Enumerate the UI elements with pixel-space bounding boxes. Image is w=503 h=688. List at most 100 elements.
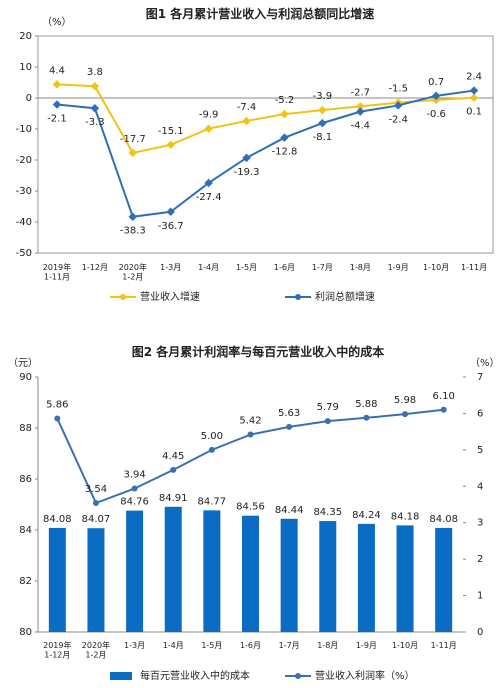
text-line: 1-11月	[44, 272, 70, 281]
text-line: 84.08	[43, 514, 72, 525]
line-marker	[469, 86, 479, 95]
text-line: 86	[19, 474, 32, 485]
line	[56, 89, 475, 218]
bar-value-label: 84.56	[236, 502, 265, 513]
line-marker	[208, 446, 215, 453]
text-line: 84.35	[313, 507, 342, 518]
text-line: -9.9	[199, 110, 219, 121]
value-label: 5.88	[355, 399, 377, 410]
text-line: 3.54	[85, 484, 107, 495]
value-label: -15.1	[158, 126, 184, 137]
text-line: 0.7	[428, 77, 444, 88]
bar-value-label: 84.07	[82, 514, 111, 525]
text-line: 88	[19, 423, 32, 434]
line-marker	[128, 148, 138, 158]
y-tick-label: 88	[19, 423, 32, 434]
x-tick-label: 1-5月	[201, 641, 222, 650]
value-label: -5.2	[275, 95, 295, 106]
y2-tick-label: 6	[477, 408, 483, 419]
text-line: 90	[19, 372, 32, 383]
y-tick-label: 0	[26, 93, 32, 104]
y-axis-label: （元）	[8, 357, 38, 369]
bar	[242, 515, 259, 632]
x-tick-label: 1-6月	[274, 263, 295, 272]
text-line: -15.1	[158, 126, 184, 137]
text-line: 每百元营业收入中的成本	[140, 669, 250, 682]
text-line: 84.18	[391, 511, 420, 522]
text-line: 7	[477, 372, 483, 383]
line-marker	[204, 124, 213, 133]
text-line: 1-10月	[392, 641, 418, 650]
legend-marker	[295, 294, 301, 300]
value-label: -1.5	[388, 84, 408, 95]
line-marker	[242, 153, 251, 163]
chart-title: 图2 各月累计利润率与每百元营业收入中的成本	[132, 344, 385, 359]
text-line: 6.10	[433, 391, 455, 402]
line-marker	[90, 81, 100, 91]
text-line: 图1 各月累计营业收入与利润总额同比增速	[146, 6, 375, 21]
text-line: 6	[477, 408, 483, 419]
text-line: -1.5	[388, 84, 408, 95]
line-marker	[318, 105, 327, 115]
value-label: -3.9	[313, 91, 333, 102]
line-marker	[90, 103, 100, 113]
x-tick-label: 1-10月	[392, 641, 418, 650]
text-line: -7.4	[237, 102, 257, 113]
line-marker	[469, 93, 479, 102]
text-line: 0.1	[466, 107, 482, 118]
line-marker	[54, 415, 61, 422]
line-marker	[431, 91, 441, 101]
line-marker	[170, 466, 177, 473]
y-tick-label: 82	[19, 576, 32, 587]
y-tick-label: 86	[19, 474, 32, 485]
text-line: 0	[477, 627, 483, 638]
bar-value-label: 84.44	[275, 505, 304, 516]
value-label: -12.8	[272, 147, 298, 158]
text-line: 20	[19, 31, 32, 42]
text-line: 2019年	[43, 262, 71, 272]
text-line: 84.91	[159, 493, 188, 504]
text-line: 3	[477, 518, 483, 529]
value-label: 5.86	[46, 400, 68, 411]
plot-frame	[37, 35, 494, 254]
text-line: 1-9月	[388, 263, 409, 272]
text-line: 5.79	[317, 402, 339, 413]
text-line: （%）	[42, 16, 72, 28]
text-line: 84.07	[82, 514, 111, 525]
text-line: 5.88	[355, 399, 377, 410]
bar-value-label: 84.18	[391, 511, 420, 522]
y-tick-label: 84	[19, 525, 32, 536]
bar	[87, 528, 105, 632]
text-line: -50	[16, 248, 32, 259]
bar-value-label: 84.91	[159, 493, 188, 504]
text-line: -2.4	[388, 114, 408, 125]
text-line: -20	[16, 155, 32, 166]
bar	[357, 523, 375, 632]
text-line: 5.63	[278, 408, 300, 419]
legend-marker	[295, 673, 301, 679]
x-tick-label: 1-8月	[317, 641, 338, 650]
bar	[435, 527, 453, 632]
line-marker	[440, 406, 447, 413]
x-tick-label: 1-3月	[160, 263, 181, 272]
value-label: -2.1	[47, 114, 67, 125]
legend-marker	[120, 294, 126, 300]
legend-label: 营业收入利润率（%）	[315, 669, 415, 682]
y2-tick-label: 0	[477, 627, 483, 638]
y-tick-label: -30	[16, 186, 32, 197]
value-label: -7.4	[237, 102, 257, 113]
line-marker	[92, 500, 99, 507]
text-line: -40	[16, 217, 32, 228]
x-tick-label: 1-4月	[163, 641, 184, 650]
y2-tick-label: 3	[477, 518, 483, 529]
text-line: 1-12月	[44, 650, 70, 659]
legend-label: 利润总额增速	[315, 290, 375, 303]
value-label: -8.1	[313, 132, 333, 143]
text-line: 1-11月	[431, 641, 457, 650]
line-marker	[52, 100, 62, 109]
text-line: -27.4	[196, 192, 222, 203]
x-tick-label: 1-6月	[240, 641, 261, 650]
text-line: 2020年	[119, 262, 147, 272]
y2-tick-label: 2	[477, 554, 483, 565]
